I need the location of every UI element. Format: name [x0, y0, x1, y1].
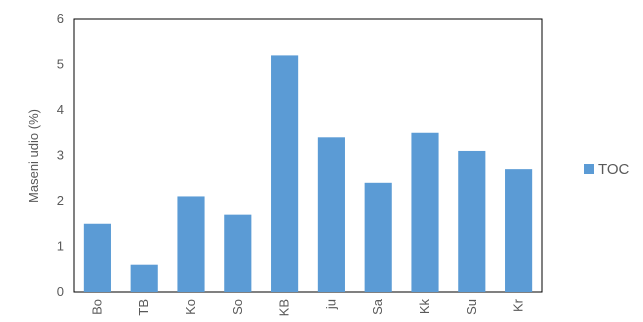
bar	[317, 137, 345, 292]
x-tick-label: TB	[136, 299, 151, 316]
bar	[411, 132, 439, 292]
x-tick-label: So	[230, 299, 245, 315]
legend-swatch	[584, 164, 594, 174]
bars	[83, 55, 533, 293]
bar	[364, 182, 392, 292]
y-tick-label: 6	[57, 11, 64, 26]
legend: TOC	[584, 161, 630, 178]
y-axis-ticks: 0 1 2 3 4 5 6	[57, 11, 64, 299]
x-tick-label: Ko	[183, 299, 198, 315]
x-tick-label: Kr	[511, 298, 526, 312]
x-tick-label: Sa	[370, 298, 385, 315]
bar	[505, 169, 533, 292]
y-axis-title: Maseni udio (%)	[26, 109, 41, 203]
y-tick-label: 5	[57, 57, 64, 72]
x-tick-label: KB	[277, 299, 292, 316]
plot-area	[73, 18, 543, 293]
x-tick-label: Su	[464, 299, 479, 315]
bar	[130, 264, 158, 292]
y-tick-label: 3	[57, 148, 64, 163]
x-axis-ticks: Bo TB Ko So KB ju Sa Kk Su Kr	[89, 298, 525, 316]
y-tick-label: 4	[57, 102, 64, 117]
y-tick-label: 2	[57, 193, 64, 208]
x-tick-label: ju	[323, 299, 338, 310]
plot-border	[73, 18, 543, 293]
bar	[177, 196, 205, 292]
bar	[224, 214, 252, 292]
legend-label: TOC	[598, 161, 630, 178]
y-tick-label: 0	[57, 284, 64, 299]
y-tick-label: 1	[57, 239, 64, 254]
bar	[271, 55, 299, 293]
x-tick-label: Bo	[89, 299, 104, 315]
bar	[83, 223, 111, 292]
bar	[458, 150, 486, 292]
x-tick-label: Kk	[417, 299, 432, 315]
